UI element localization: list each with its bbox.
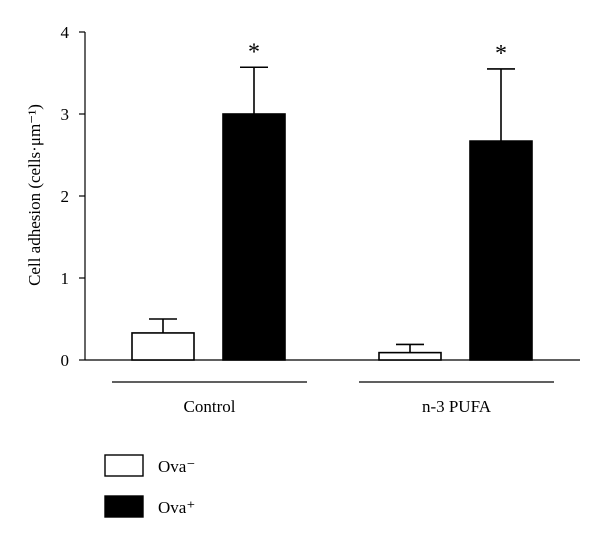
bar [222,113,286,361]
y-tick-label: 2 [61,187,70,206]
x-category-label: n-3 PUFA [422,397,492,416]
group-labels: Control n-3 PUFA [112,381,554,416]
x-category-label: Control [184,397,236,416]
bar [131,332,195,361]
legend-label: Ova⁺ [158,498,195,517]
bar [378,351,442,361]
significance-marker: * [495,41,507,67]
y-tick-label: 4 [61,23,70,42]
bar [469,140,533,361]
significance-marker: * [248,39,260,65]
legend-swatch [104,495,144,518]
bars: * * [131,39,533,361]
y-tick-label: 0 [61,351,70,370]
y-axis-title: Cell adhesion (cells·μm⁻¹) [25,104,44,286]
legend: Ova⁻ Ova⁺ [104,454,195,518]
legend-swatch [104,454,144,477]
legend-label: Ova⁻ [158,457,195,476]
y-tick-label: 1 [61,269,70,288]
y-axis: 0 1 2 3 4 [61,23,86,370]
y-tick-label: 3 [61,105,70,124]
